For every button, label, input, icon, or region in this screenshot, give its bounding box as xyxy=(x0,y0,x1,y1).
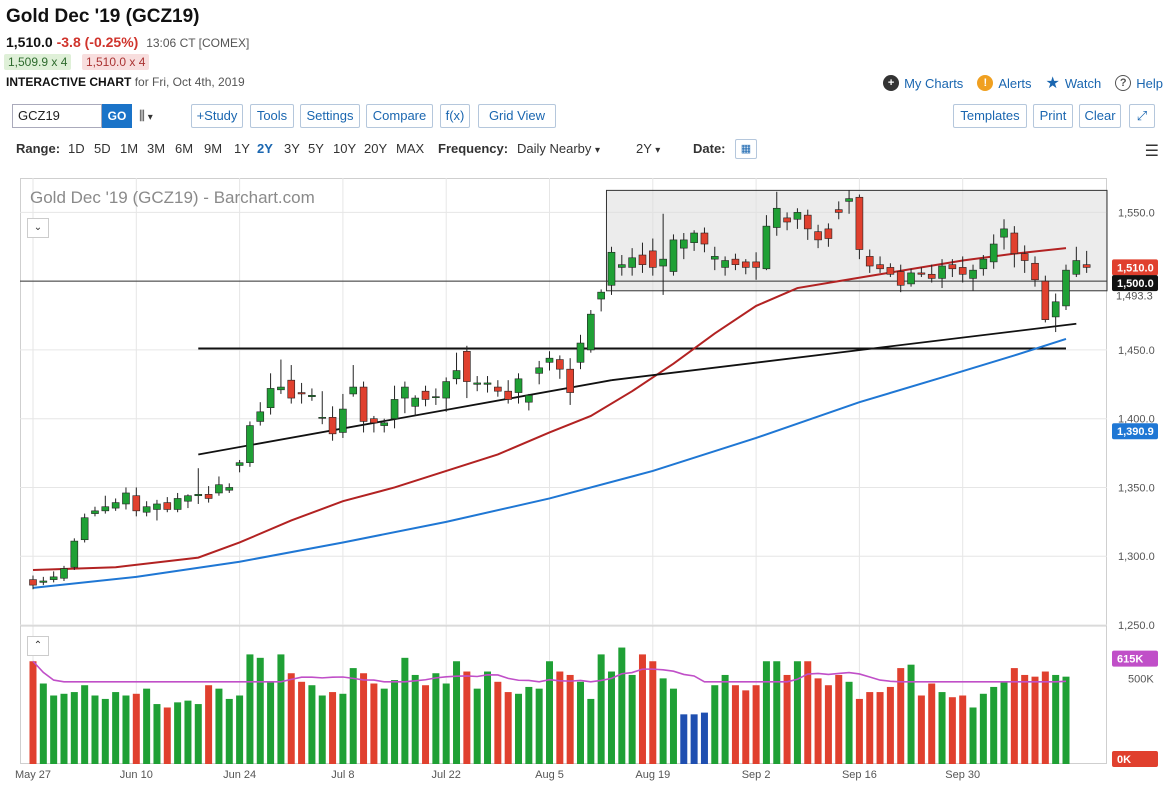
date-tick-label: Jul 22 xyxy=(432,769,461,781)
help-icon: ? xyxy=(1115,75,1132,91)
volume-average-badge: 615K xyxy=(1117,654,1143,666)
horizontal-line-badge-bg xyxy=(1112,275,1158,292)
date-tick-label: Jun 24 xyxy=(223,769,256,781)
clear-button[interactable]: Clear xyxy=(1079,104,1121,128)
alert-icon: ! xyxy=(977,75,994,91)
chart-type-dropdown[interactable]: ⫼ ▾ xyxy=(139,108,153,124)
symbol-input[interactable]: GCZ19 xyxy=(12,104,102,128)
range-10y[interactable]: 10Y xyxy=(333,141,357,156)
settings-button[interactable]: Settings xyxy=(300,104,360,128)
alerts-label: Alerts xyxy=(998,75,1032,91)
range-2y[interactable]: 2Y xyxy=(257,141,273,156)
chevron-down-icon: ▾ xyxy=(144,112,153,123)
candlestick-icon: ⫼ xyxy=(139,108,145,123)
frequency-value: Daily Nearby xyxy=(517,141,592,156)
range-9m[interactable]: 9M xyxy=(204,141,223,156)
range-bar: Range: 1D 5D 1M 3M 6M 9M 1Y 2Y 3Y 5Y 10Y… xyxy=(16,139,1163,160)
ask-badge: 1,510.0 x 4 xyxy=(82,54,150,70)
range-label: Range: xyxy=(16,141,61,156)
range-5d[interactable]: 5D xyxy=(94,141,111,156)
range-20y[interactable]: 20Y xyxy=(364,141,388,156)
bid-badge: 1,509.9 x 4 xyxy=(4,54,72,70)
range-3y[interactable]: 3Y xyxy=(284,141,300,156)
ic-date: for Fri, Oct 4th, 2019 xyxy=(134,75,245,89)
help-label: Help xyxy=(1136,75,1163,91)
period-dropdown[interactable]: 2Y ▾ xyxy=(636,141,660,156)
star-icon: ★ xyxy=(1045,75,1060,92)
price-tick-label: 1,500.0 xyxy=(1118,276,1155,288)
range-5y[interactable]: 5Y xyxy=(308,141,324,156)
sma200-badge: 1,390.9 xyxy=(1117,426,1154,438)
alerts-link[interactable]: ! Alerts xyxy=(977,75,1032,91)
volume-tick-label: 500K xyxy=(1128,673,1154,685)
plus-circle-icon: + xyxy=(883,75,900,91)
chevron-down-icon: ▾ xyxy=(655,145,661,156)
price-tick-label: 1,400.0 xyxy=(1118,414,1155,426)
price-tick-label: 1,350.0 xyxy=(1118,482,1155,494)
range-max[interactable]: MAX xyxy=(396,141,425,156)
watch-label: Watch xyxy=(1064,75,1102,91)
date-tick-label: Aug 5 xyxy=(535,769,564,781)
fx-button[interactable]: f(x) xyxy=(440,104,470,128)
my-charts-label: My Charts xyxy=(904,75,964,91)
date-tick-label: May 27 xyxy=(15,769,51,781)
ic-heading: INTERACTIVE CHART xyxy=(6,75,132,89)
chevron-up-icon: ⌃ xyxy=(33,640,43,651)
sma50-badge: 1,493.3 xyxy=(1116,290,1153,302)
print-button[interactable]: Print xyxy=(1033,104,1073,128)
price-change: -3.8 (-0.25%) xyxy=(56,34,139,50)
templates-button[interactable]: Templates xyxy=(953,104,1027,128)
date-tick-label: Jul 8 xyxy=(331,769,354,781)
grid-view-button[interactable]: Grid View xyxy=(478,104,556,128)
expand-icon[interactable]: ⤢ xyxy=(1129,104,1155,128)
compare-button[interactable]: Compare xyxy=(366,104,433,128)
help-link[interactable]: ? Help xyxy=(1115,75,1163,91)
quote-time: 13:06 CT [COMEX] xyxy=(146,36,250,50)
last-price: 1,510.0 xyxy=(6,34,53,50)
date-tick-label: Sep 2 xyxy=(742,769,771,781)
range-6m[interactable]: 6M xyxy=(175,141,194,156)
chart-toolbar: GCZ19 GO ⫼ ▾ +Study Tools Settings Compa… xyxy=(12,104,1163,128)
horizontal-line-badge: 1,500.0 xyxy=(1117,278,1154,290)
last-price-badge: 1,510.0 xyxy=(1117,262,1154,274)
watch-link[interactable]: ★ Watch xyxy=(1046,73,1102,93)
volume-zero-badge: 0K xyxy=(1117,754,1131,766)
my-charts-link[interactable]: + My Charts xyxy=(883,75,963,91)
sma200-badge-bg xyxy=(1112,423,1158,440)
price-tick-label: 1,550.0 xyxy=(1118,207,1155,219)
price-tick-label: 1,450.0 xyxy=(1118,345,1155,357)
date-tick-label: Sep 30 xyxy=(945,769,980,781)
chart-watermark-title: Gold Dec '19 (GCZ19) - Barchart.com xyxy=(30,188,315,207)
date-tick-label: Sep 16 xyxy=(842,769,877,781)
date-tick-label: Jun 10 xyxy=(120,769,153,781)
go-button[interactable]: GO xyxy=(102,104,132,128)
range-3m[interactable]: 3M xyxy=(147,141,166,156)
last-price-badge-bg xyxy=(1112,259,1158,276)
range-1y[interactable]: 1Y xyxy=(234,141,250,156)
price-tick-label: 1,300.0 xyxy=(1118,551,1155,563)
chevron-down-icon: ⌄ xyxy=(33,222,43,233)
date-label: Date: xyxy=(693,141,726,156)
price-tick-label: 1,250.0 xyxy=(1118,620,1155,632)
volume-average-badge-bg xyxy=(1112,650,1158,667)
range-1m[interactable]: 1M xyxy=(120,141,139,156)
collapse-volume-pane-button[interactable]: ⌃ xyxy=(27,636,49,656)
quote-line: 1,510.0 -3.8 (-0.25%) 13:06 CT [COMEX] xyxy=(6,34,249,50)
hamburger-menu-icon[interactable]: ☰ xyxy=(1144,143,1159,160)
interactive-chart-label: INTERACTIVE CHART for Fri, Oct 4th, 2019 xyxy=(6,75,245,89)
calendar-icon[interactable]: ▦ xyxy=(735,139,757,159)
frequency-dropdown[interactable]: Daily Nearby ▾ xyxy=(517,141,600,156)
collapse-price-pane-button[interactable]: ⌄ xyxy=(27,218,49,238)
date-tick-label: Aug 19 xyxy=(635,769,670,781)
tools-button[interactable]: Tools xyxy=(250,104,294,128)
chart-frame xyxy=(20,178,1107,764)
period-value: 2Y xyxy=(636,141,652,156)
chevron-down-icon: ▾ xyxy=(595,145,601,156)
range-1d[interactable]: 1D xyxy=(68,141,85,156)
frequency-label: Frequency: xyxy=(438,141,509,156)
top-links: + My Charts ! Alerts ★ Watch ? Help xyxy=(883,73,1163,93)
study-button[interactable]: +Study xyxy=(191,104,243,128)
instrument-title: Gold Dec '19 (GCZ19) xyxy=(6,6,200,27)
volume-zero-badge-bg xyxy=(1112,751,1158,767)
